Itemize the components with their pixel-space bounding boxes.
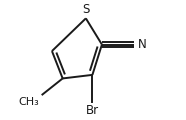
Text: N: N	[138, 38, 147, 51]
Text: S: S	[82, 3, 89, 16]
Text: Br: Br	[86, 104, 99, 117]
Text: CH₃: CH₃	[19, 97, 39, 108]
